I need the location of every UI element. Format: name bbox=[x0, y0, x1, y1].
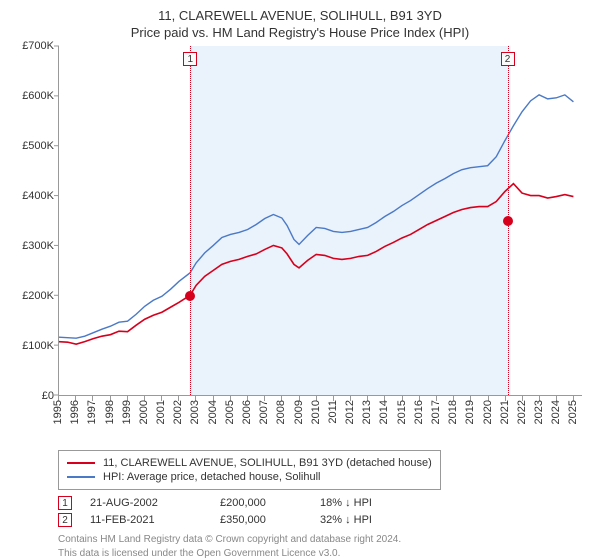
sales-table: 1 21-AUG-2002£200,00018% ↓ HPI 2 11-FEB-202… bbox=[58, 496, 592, 527]
plot-row: £0£100K£200K£300K£400K£500K£600K£700K 12 bbox=[8, 46, 592, 396]
legend-swatch-hpi bbox=[67, 476, 95, 478]
y-tick-label: £400K bbox=[22, 190, 54, 202]
x-tick-label: 2019 bbox=[464, 400, 476, 424]
x-tick-label: 2020 bbox=[482, 400, 494, 424]
legend-swatch-property bbox=[67, 462, 95, 464]
x-tick-label: 2022 bbox=[516, 400, 528, 424]
sales-row: 1 21-AUG-2002£200,00018% ↓ HPI bbox=[58, 496, 592, 510]
x-tick-label: 2006 bbox=[241, 400, 253, 424]
y-tick-label: £600K bbox=[22, 90, 54, 102]
y-axis: £0£100K£200K£300K£400K£500K£600K£700K bbox=[8, 46, 58, 396]
legend-label-hpi: HPI: Average price, detached house, Soli… bbox=[103, 471, 321, 483]
x-tick-label: 2001 bbox=[155, 400, 167, 424]
x-tick-label: 2008 bbox=[275, 400, 287, 424]
chart-container: 11, CLAREWELL AVENUE, SOLIHULL, B91 3YD … bbox=[0, 0, 600, 560]
x-tick-label: 2005 bbox=[224, 400, 236, 424]
plot-area: 12 bbox=[58, 46, 582, 396]
chart-title: 11, CLAREWELL AVENUE, SOLIHULL, B91 3YD bbox=[8, 8, 592, 23]
x-tick-label: 2004 bbox=[207, 400, 219, 424]
x-tick-label: 2017 bbox=[430, 400, 442, 424]
sales-row-date: 11-FEB-2021 bbox=[90, 514, 220, 526]
x-tick-label: 1999 bbox=[121, 400, 133, 424]
x-tick-label: 1998 bbox=[104, 400, 116, 424]
sale-marker-box: 1 bbox=[183, 52, 197, 66]
sales-row-index: 1 bbox=[58, 496, 72, 510]
x-tick-label: 2007 bbox=[258, 400, 270, 424]
sales-row-diff: 18% ↓ HPI bbox=[320, 497, 440, 509]
chart-subtitle: Price paid vs. HM Land Registry's House … bbox=[8, 25, 592, 40]
attribution: Contains HM Land Registry data © Crown c… bbox=[58, 533, 592, 560]
titles: 11, CLAREWELL AVENUE, SOLIHULL, B91 3YD … bbox=[8, 8, 592, 40]
x-axis: 1995199619971998199920002001200220032004… bbox=[58, 396, 582, 446]
x-tick-label: 2023 bbox=[533, 400, 545, 424]
sale-marker-line bbox=[190, 46, 191, 395]
attribution-line-2: This data is licensed under the Open Gov… bbox=[58, 547, 592, 560]
y-tick-label: £100K bbox=[22, 340, 54, 352]
x-tick-label: 2010 bbox=[310, 400, 322, 424]
x-tick-label: 1997 bbox=[86, 400, 98, 424]
sale-marker-box: 2 bbox=[501, 52, 515, 66]
x-tick-label: 2012 bbox=[344, 400, 356, 424]
x-tick-label: 2025 bbox=[567, 400, 579, 424]
y-tick-label: £500K bbox=[22, 140, 54, 152]
x-tick-label: 2000 bbox=[138, 400, 150, 424]
sale-point bbox=[503, 216, 513, 226]
x-tick-label: 2024 bbox=[550, 400, 562, 424]
x-tick-label: 2018 bbox=[447, 400, 459, 424]
legend-row-hpi: HPI: Average price, detached house, Soli… bbox=[67, 471, 432, 483]
series-line-hpi bbox=[59, 95, 573, 338]
x-tick-label: 2015 bbox=[396, 400, 408, 424]
sales-row-diff: 32% ↓ HPI bbox=[320, 514, 440, 526]
y-tick-label: £200K bbox=[22, 290, 54, 302]
y-tick-label: £300K bbox=[22, 240, 54, 252]
x-tick-label: 1995 bbox=[52, 400, 64, 424]
legend-label-property: 11, CLAREWELL AVENUE, SOLIHULL, B91 3YD … bbox=[103, 457, 432, 469]
x-tick-label: 2014 bbox=[378, 400, 390, 424]
legend: 11, CLAREWELL AVENUE, SOLIHULL, B91 3YD … bbox=[58, 450, 441, 490]
sale-point bbox=[185, 291, 195, 301]
sales-row-price: £350,000 bbox=[220, 514, 320, 526]
x-tick-label: 2013 bbox=[361, 400, 373, 424]
attribution-line-1: Contains HM Land Registry data © Crown c… bbox=[58, 533, 592, 547]
sales-row: 2 11-FEB-2021£350,00032% ↓ HPI bbox=[58, 513, 592, 527]
x-tick-label: 2003 bbox=[189, 400, 201, 424]
x-tick-label: 2002 bbox=[172, 400, 184, 424]
sales-row-date: 21-AUG-2002 bbox=[90, 497, 220, 509]
y-tick-label: £700K bbox=[22, 40, 54, 52]
x-tick-label: 2011 bbox=[327, 400, 339, 424]
series-line-property bbox=[59, 184, 573, 345]
x-tick-label: 2021 bbox=[499, 400, 511, 424]
sales-row-index: 2 bbox=[58, 513, 72, 527]
x-tick-label: 1996 bbox=[69, 400, 81, 424]
legend-row-property: 11, CLAREWELL AVENUE, SOLIHULL, B91 3YD … bbox=[67, 457, 432, 469]
x-tick-label: 2009 bbox=[293, 400, 305, 424]
sales-row-price: £200,000 bbox=[220, 497, 320, 509]
x-tick-label: 2016 bbox=[413, 400, 425, 424]
